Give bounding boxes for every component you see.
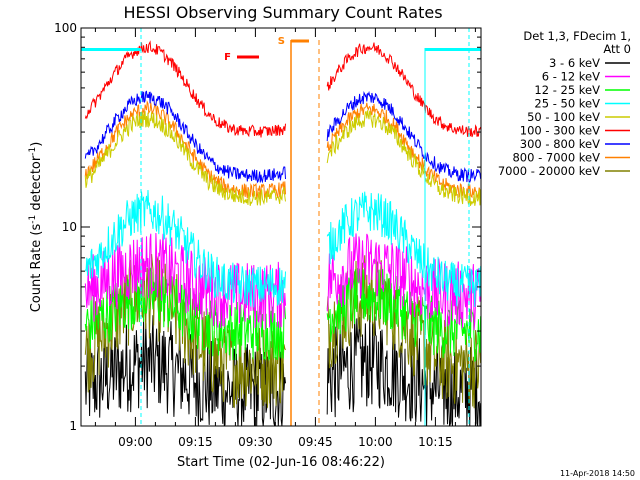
series-line-4 [84, 110, 482, 206]
x-tick-label-5: 10:15 [418, 435, 453, 449]
series-line-1 [84, 232, 482, 331]
x-tick-label-4: 10:00 [358, 435, 393, 449]
axes: 09:00 09:15 09:30 09:45 10:00 10:15 1 10 100 [54, 21, 481, 449]
series-line-6 [84, 90, 482, 184]
x-tick-label-0: 09:00 [118, 435, 153, 449]
legend-label-1: 6 - 12 keV [542, 70, 600, 84]
legend-header-2: Att 0 [603, 42, 631, 56]
legend-label-6: 300 - 800 keV [520, 137, 600, 151]
chart-title: HESSI Observing Summary Count Rates [123, 3, 442, 22]
footnote-timestamp: 11-Apr-2018 14:50 [560, 469, 635, 478]
x-axis-label: Start Time (02-Jun-16 08:46:22) [177, 455, 385, 470]
y-axis-label: Count Rate (s-1 detector-1) [28, 142, 44, 313]
x-tick-label-3: 09:45 [298, 435, 333, 449]
legend-label-4: 50 - 100 keV [527, 110, 600, 124]
legend-label-3: 25 - 50 keV [534, 97, 600, 111]
legend-label-8: 7000 - 20000 keV [498, 164, 600, 178]
legend-label-2: 12 - 25 keV [534, 83, 600, 97]
legend-header-1: Det 1,3, FDecim 1, [523, 29, 631, 43]
y-tick-label-2: 100 [54, 21, 77, 35]
flag-s-label: S [278, 36, 285, 47]
legend-label-0: 3 - 6 keV [549, 56, 600, 70]
series-line-3 [84, 189, 482, 308]
plot-area: FS [81, 28, 482, 427]
y-tick-label-0: 1 [69, 419, 77, 433]
x-tick-label-1: 09:15 [178, 435, 213, 449]
series-line-5 [84, 40, 482, 138]
flag-f-label: F [224, 52, 231, 63]
legend-label-5: 100 - 300 keV [520, 124, 600, 138]
y-tick-label-1: 10 [62, 220, 77, 234]
legend-label-7: 800 - 7000 keV [512, 151, 600, 165]
x-tick-label-2: 09:30 [238, 435, 273, 449]
